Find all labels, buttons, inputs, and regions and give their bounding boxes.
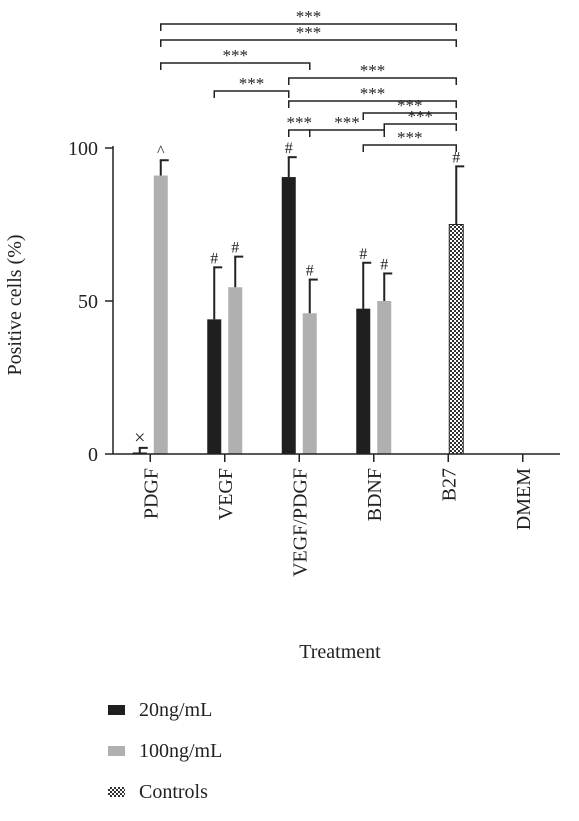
x-tick-label-b27: B27 [438,468,460,501]
y-tick-label-100: 100 [68,138,98,160]
significance-label-2: *** [296,23,322,42]
significance-bracket-11 [362,144,457,152]
x-tick-label-pdgf: PDGF [140,468,162,519]
x-tick-label-dmem: DMEM [513,468,535,530]
legend-label-controls: Controls [139,780,208,803]
legend-label-20ng: 20ng/mL [139,698,213,721]
bar-pdgf-100ng-ml [153,175,168,455]
significance-label-8: *** [287,113,313,132]
marker-bdnf-100ng-ml: # [380,256,388,273]
legend-item-100ng: 100ng/mL [108,739,222,763]
marker-bdnf-20ng-ml: # [359,246,367,263]
significance-annotations: ************************ *** ****** [160,7,457,152]
significance-bracket-6 [288,100,457,108]
marker-vegf-pdgf-20ng-ml: # [285,140,293,157]
significance-label-7: *** [397,96,423,115]
marker-b27-controls: # [452,149,460,166]
x-tick-label-bdnf: BDNF [364,468,386,521]
x-tick-label-vegf: VEGF [215,468,237,520]
significance-label-10: *** [408,107,434,126]
legend: 20ng/mL 100ng/mL Controls [108,698,222,821]
significance-label-11: *** [397,128,423,147]
significance-bracket-1 [160,23,457,31]
marker-pdgf-20ng-ml: × [134,427,145,449]
marker-vegf-pdgf-100ng-ml: # [306,263,314,280]
marker-vegf-20ng-ml: # [210,250,218,267]
x-tick-label-vegf-pdgf: VEGF/PDGF [289,468,311,577]
bar-vegf-pdgf-100ng-ml [302,313,317,454]
significance-bracket-9 [309,129,385,137]
legend-label-100ng: 100ng/mL [139,739,223,762]
legend-item-20ng: 20ng/mL [108,698,222,722]
significance-label-6: *** [360,84,386,103]
marker-vegf-100ng-ml: # [231,240,239,257]
bar-bdnf-20ng-ml [356,308,371,454]
x-axis-label: Treatment [299,641,381,663]
significance-label-3: *** [223,46,249,65]
bar-vegf-pdgf-20ng-ml [281,177,296,454]
y-tick-label-50: 50 [78,291,98,313]
significance-bracket-3 [160,62,311,70]
significance-bracket-4 [288,77,457,85]
significance-label-9: *** [334,113,360,132]
significance-bracket-5 [213,90,290,98]
significance-bracket-10 [383,123,457,131]
bar-bdnf-100ng-ml [377,301,392,454]
bar-vegf-20ng-ml [207,319,222,454]
significance-label-4: *** [360,61,386,80]
legend-swatch-100ng [108,746,125,756]
significance-bracket-7 [362,112,457,120]
legend-swatch-controls [108,787,125,797]
bar-b27-controls [448,224,464,455]
bar-chart: × ^ # # # # # # # PDGF VEGF VEGF/PDGF BDNF B27 DMEM 0 5… [4,7,560,663]
significance-label-5: *** [239,74,265,93]
bar-pdgf-20ng-ml [132,452,147,454]
bar-vegf-100ng-ml [228,287,243,454]
bars-layer: × ^ # # # # # # # [132,140,465,455]
legend-item-controls: Controls [108,780,222,804]
significance-bracket-2 [160,39,457,47]
significance-label-1: *** [296,7,322,26]
marker-pdgf-100ng-ml: ^ [157,143,165,160]
y-axis-label: Positive cells (%) [4,234,26,375]
legend-swatch-20ng [108,705,125,715]
axes-layer: PDGF VEGF VEGF/PDGF BDNF B27 DMEM 0 50 100 [68,138,560,577]
y-tick-label-0: 0 [88,444,98,466]
